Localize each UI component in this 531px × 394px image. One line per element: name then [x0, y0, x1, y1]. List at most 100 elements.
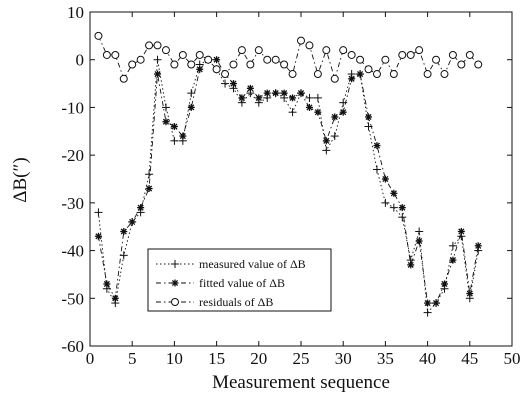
data-point [153, 41, 162, 50]
data-point [372, 165, 381, 174]
y-tick-label: -40 [61, 242, 84, 261]
data-point [153, 55, 162, 64]
data-point [213, 56, 221, 64]
x-tick-label: 30 [335, 349, 352, 368]
series-layer [94, 31, 483, 317]
x-tick-label: 35 [377, 349, 394, 368]
data-point [196, 65, 204, 73]
legend-label: residuals of ΔB [199, 295, 273, 309]
data-point [339, 108, 347, 116]
data-point [128, 218, 136, 226]
data-point [381, 55, 390, 64]
data-point [305, 41, 314, 50]
data-point [263, 89, 271, 97]
data-point [390, 189, 398, 197]
data-point [154, 70, 162, 78]
data-point [474, 242, 482, 250]
legend-label: measured value of ΔB [199, 257, 306, 271]
data-point [423, 70, 432, 79]
data-point [356, 55, 365, 64]
data-point [415, 237, 423, 245]
y-tick-label: 10 [67, 3, 84, 22]
y-tick-label: -30 [61, 194, 84, 213]
data-point [381, 175, 389, 183]
data-point [246, 60, 255, 69]
x-tick-label: 20 [250, 349, 267, 368]
data-point [170, 136, 179, 145]
data-point [465, 50, 474, 59]
data-point [204, 55, 213, 64]
data-point [457, 227, 465, 235]
data-point [237, 46, 246, 55]
y-axis-label: ΔB(″) [10, 157, 31, 202]
data-point [389, 70, 398, 79]
data-point [348, 75, 356, 83]
data-point [179, 132, 187, 140]
data-point [364, 65, 373, 74]
data-point [297, 89, 305, 97]
data-point [178, 50, 187, 59]
data-point [305, 93, 314, 102]
data-point [288, 70, 297, 79]
data-point [448, 241, 457, 250]
data-point [474, 60, 483, 69]
axis-ticks: 0 5 10 15 20 25 30 35 40 45 50 10 0 -10 -20 -30 -40 -50 -6… [61, 3, 520, 368]
x-tick-label: 50 [504, 349, 521, 368]
data-point [330, 132, 339, 141]
data-point [457, 60, 466, 69]
legend-marker [171, 298, 179, 306]
data-point [389, 203, 398, 212]
data-point [161, 46, 170, 55]
data-point [161, 103, 170, 112]
x-tick-label: 45 [461, 349, 478, 368]
data-point [406, 50, 415, 59]
data-point [162, 118, 170, 126]
y-tick-label: -10 [61, 98, 84, 117]
data-point [170, 123, 178, 131]
legend-marker [171, 279, 179, 287]
data-point [331, 113, 339, 121]
series-2 [94, 31, 483, 83]
data-point [313, 93, 322, 102]
data-point [432, 299, 440, 307]
data-point [449, 256, 457, 264]
data-point [145, 185, 153, 193]
data-point [356, 70, 364, 78]
y-tick-label: 0 [76, 51, 85, 70]
data-point [365, 113, 373, 121]
data-point [415, 227, 424, 236]
data-point [229, 60, 238, 69]
data-point [415, 46, 424, 55]
data-point [322, 46, 331, 55]
data-point [221, 70, 230, 79]
data-point [102, 50, 111, 59]
data-point [339, 46, 348, 55]
data-point [229, 80, 237, 88]
data-point [347, 50, 356, 59]
data-point [440, 70, 449, 79]
data-point [297, 36, 305, 45]
data-point [187, 89, 196, 98]
data-point [424, 299, 432, 307]
data-point [330, 74, 339, 83]
data-point [238, 94, 246, 102]
data-point [398, 213, 407, 222]
y-tick-label: -20 [61, 146, 84, 165]
data-point [145, 41, 154, 50]
data-point [381, 198, 390, 207]
x-axis-label: Measurement sequence [212, 372, 390, 393]
data-point [314, 108, 322, 116]
data-point [111, 294, 119, 302]
legend-item: residuals of ΔB [156, 295, 273, 309]
data-point [111, 50, 120, 59]
data-point [322, 137, 330, 145]
data-point [145, 170, 154, 179]
data-point [271, 55, 280, 64]
data-point [128, 60, 137, 69]
x-tick-label: 0 [86, 349, 95, 368]
data-point [398, 204, 406, 212]
x-tick-label: 10 [166, 349, 183, 368]
data-point [289, 94, 297, 102]
data-point [94, 232, 102, 240]
legend-label: fitted value of ΔB [199, 276, 285, 290]
